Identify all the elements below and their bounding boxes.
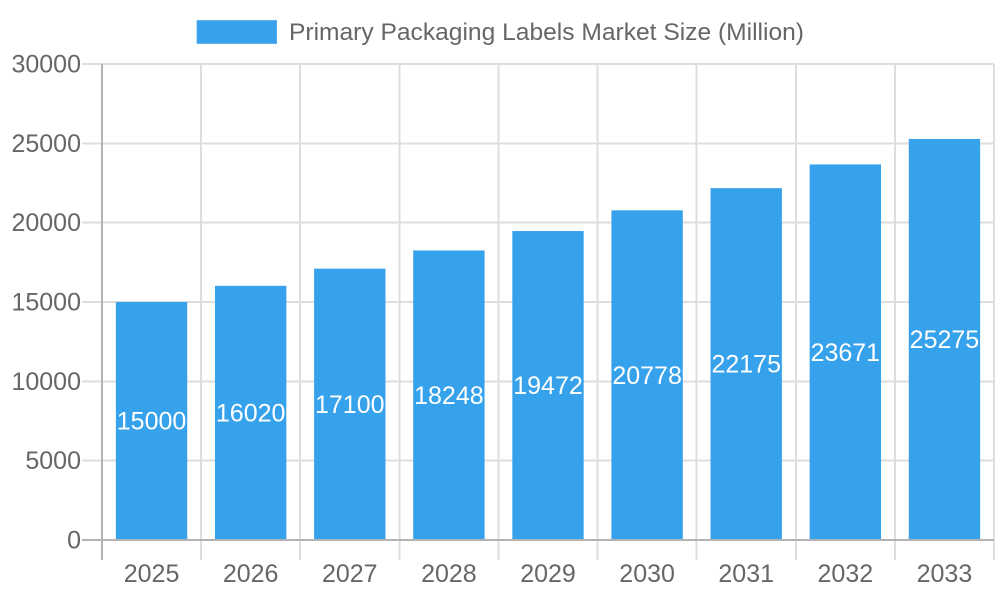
svg-text:15000: 15000 [117, 408, 187, 436]
svg-text:20000: 20000 [11, 209, 81, 237]
svg-text:25000: 25000 [11, 130, 81, 158]
svg-text:5000: 5000 [25, 447, 81, 475]
svg-text:15000: 15000 [11, 289, 81, 317]
svg-text:16020: 16020 [216, 400, 286, 428]
svg-text:2031: 2031 [718, 560, 774, 588]
svg-text:2025: 2025 [124, 560, 180, 588]
svg-text:2029: 2029 [520, 560, 576, 588]
svg-text:Primary Packaging Labels Marke: Primary Packaging Labels Market Size (Mi… [289, 19, 804, 46]
svg-text:23671: 23671 [811, 339, 881, 367]
svg-text:22175: 22175 [711, 351, 781, 379]
svg-text:2030: 2030 [619, 560, 675, 588]
svg-text:2027: 2027 [322, 560, 378, 588]
svg-text:10000: 10000 [11, 368, 81, 396]
svg-text:17100: 17100 [315, 391, 385, 419]
svg-text:18248: 18248 [414, 382, 484, 410]
svg-text:19472: 19472 [513, 372, 583, 400]
svg-text:30000: 30000 [11, 51, 81, 79]
svg-text:20778: 20778 [612, 362, 682, 390]
svg-text:25275: 25275 [910, 326, 980, 354]
svg-text:0: 0 [67, 527, 81, 555]
svg-text:2032: 2032 [818, 560, 874, 588]
svg-text:2026: 2026 [223, 560, 279, 588]
svg-text:2033: 2033 [917, 560, 973, 588]
svg-text:2028: 2028 [421, 560, 477, 588]
